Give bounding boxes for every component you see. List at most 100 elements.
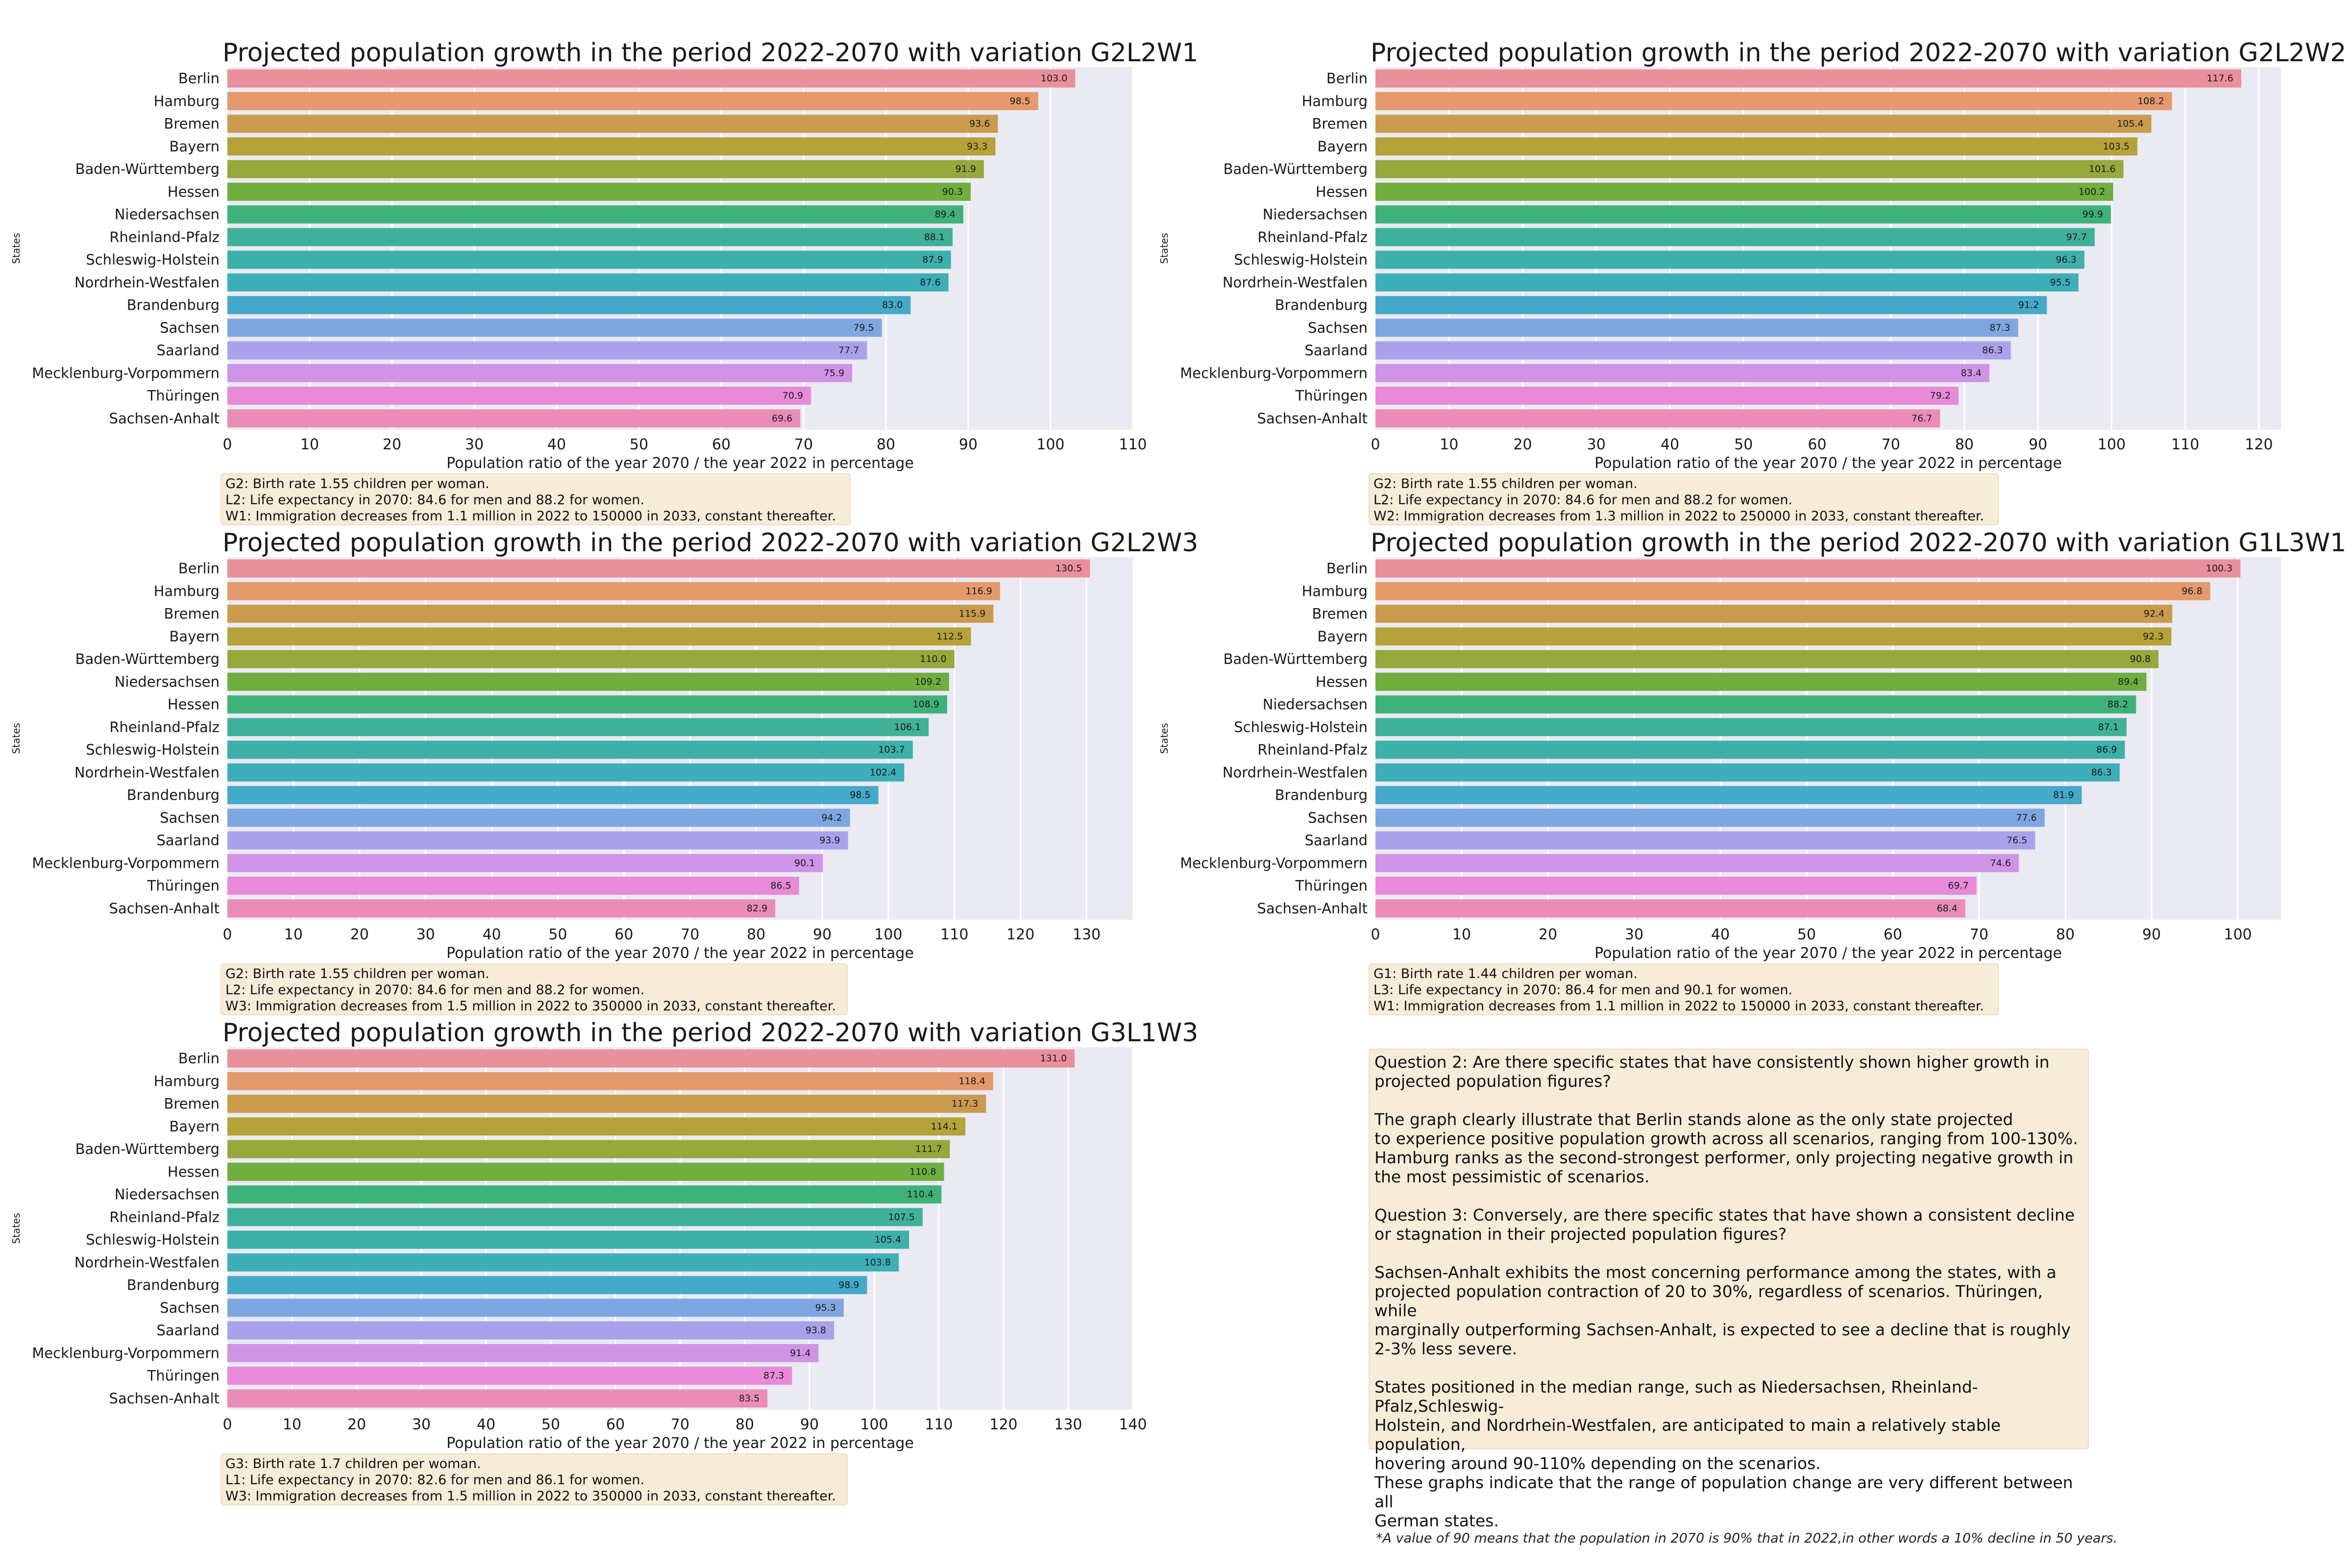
data-label: 92.4 <box>2144 609 2164 619</box>
bar <box>1375 160 2124 178</box>
data-label: 95.5 <box>2050 277 2071 288</box>
bar <box>227 854 823 872</box>
data-label: 90.3 <box>942 186 963 197</box>
data-label: 79.2 <box>1930 391 1951 401</box>
bar <box>227 1208 923 1226</box>
category-label: Bremen <box>1312 116 1368 132</box>
bar <box>227 740 913 759</box>
x-tick-label: 0 <box>222 1416 232 1433</box>
bar <box>227 205 963 224</box>
x-tick-label: 0 <box>222 436 232 453</box>
x-tick-label: 10 <box>283 1416 301 1433</box>
x-tick-label: 100 <box>874 926 902 943</box>
scenario-note-g2l2w3: G2: Birth rate 1.55 children per woman. … <box>220 963 848 1015</box>
category-label: Berlin <box>1326 560 1368 577</box>
bar <box>227 296 911 315</box>
bar <box>227 1253 899 1272</box>
bar <box>1375 899 1965 918</box>
data-label: 70.9 <box>783 391 803 401</box>
bar <box>1375 763 2120 782</box>
category-label: Nordrhein-Westfalen <box>74 764 220 781</box>
category-label: Niedersachsen <box>115 1186 220 1203</box>
category-label: Bayern <box>170 628 220 645</box>
footnote: *A value of 90 means that the population… <box>1376 1531 2118 1546</box>
chart-title: Projected population growth in the perio… <box>222 1018 1198 1048</box>
data-label: 98.9 <box>838 1280 859 1291</box>
x-tick-label: 100 <box>860 1416 888 1433</box>
data-label: 93.9 <box>819 835 840 846</box>
x-tick-label: 20 <box>1513 436 1532 453</box>
category-label: Hamburg <box>154 583 220 599</box>
bar <box>1375 718 2127 736</box>
data-label: 90.1 <box>794 858 815 868</box>
x-tick-label: 70 <box>1882 436 1900 453</box>
x-tick-label: 50 <box>1797 926 1816 943</box>
data-label: 112.5 <box>936 631 963 642</box>
category-label: Schleswig-Holstein <box>86 251 220 268</box>
category-label: Niedersachsen <box>1263 206 1368 223</box>
category-label: Niedersachsen <box>1263 696 1368 713</box>
data-label: 110.4 <box>907 1189 933 1200</box>
x-tick-label: 80 <box>2056 926 2075 943</box>
y-axis-label: States <box>10 233 22 264</box>
bar <box>227 718 929 736</box>
data-label: 68.4 <box>1937 903 1958 914</box>
data-label: 76.7 <box>1911 413 1932 424</box>
data-label: 90.8 <box>2130 654 2151 664</box>
category-label: Thüringen <box>1295 878 1368 894</box>
x-tick-label: 60 <box>614 926 633 943</box>
category-label: Mecklenburg-Vorpommern <box>1180 855 1368 871</box>
data-label: 93.3 <box>967 141 987 152</box>
category-label: Niedersachsen <box>115 673 220 690</box>
bar <box>227 605 994 623</box>
data-label: 86.5 <box>770 881 791 891</box>
bar <box>227 582 1000 600</box>
data-label: 83.5 <box>739 1393 760 1404</box>
x-tick-label: 20 <box>383 436 401 453</box>
category-label: Sachsen <box>160 1299 220 1316</box>
category-label: Schleswig-Holstein <box>1234 719 1368 735</box>
bar <box>1375 627 2172 646</box>
category-label: Hessen <box>168 696 220 713</box>
data-label: 103.5 <box>2103 141 2130 152</box>
category-label: Sachsen <box>1308 319 1368 336</box>
data-label: 82.9 <box>747 903 767 914</box>
bar <box>1375 115 2152 133</box>
bar-chart-2: Projected population growth in the perio… <box>1158 38 2346 472</box>
bar <box>1375 409 1940 428</box>
category-label: Bayern <box>170 1118 220 1135</box>
bar <box>227 341 867 360</box>
category-label: Schleswig-Holstein <box>86 741 220 758</box>
bar <box>1375 364 1990 382</box>
category-label: Baden-Württemberg <box>1224 651 1368 667</box>
bar <box>227 877 799 895</box>
x-tick-label: 130 <box>1073 926 1101 943</box>
category-label: Hessen <box>1316 183 1368 200</box>
x-tick-label: 70 <box>1970 926 1988 943</box>
x-tick-label: 100 <box>1036 436 1064 453</box>
bar <box>227 899 776 918</box>
bar <box>1375 273 2079 292</box>
bar <box>227 228 953 246</box>
category-label: Sachsen-Anhalt <box>109 1390 220 1407</box>
x-tick-label: 50 <box>548 926 567 943</box>
bar <box>227 1095 986 1113</box>
bar <box>227 831 848 850</box>
bar-chart-1: Projected population growth in the perio… <box>10 38 1198 472</box>
bar-chart-5: Projected population growth in the perio… <box>10 1018 1198 1452</box>
category-label: Bremen <box>1312 606 1368 622</box>
category-label: Mecklenburg-Vorpommern <box>32 1345 220 1361</box>
data-label: 87.3 <box>763 1371 784 1381</box>
bar <box>1375 854 2019 872</box>
category-label: Saarland <box>157 832 220 849</box>
data-label: 103.7 <box>878 744 905 755</box>
category-label: Berlin <box>178 560 220 577</box>
x-tick-label: 40 <box>1661 436 1679 453</box>
data-label: 87.1 <box>2098 722 2119 733</box>
data-label: 106.1 <box>894 722 921 733</box>
data-label: 88.2 <box>2107 699 2128 710</box>
bar <box>1375 182 2113 201</box>
chart-title: Projected population growth in the perio… <box>1371 528 2346 558</box>
bar <box>227 672 950 691</box>
data-label: 87.3 <box>1989 322 2010 333</box>
